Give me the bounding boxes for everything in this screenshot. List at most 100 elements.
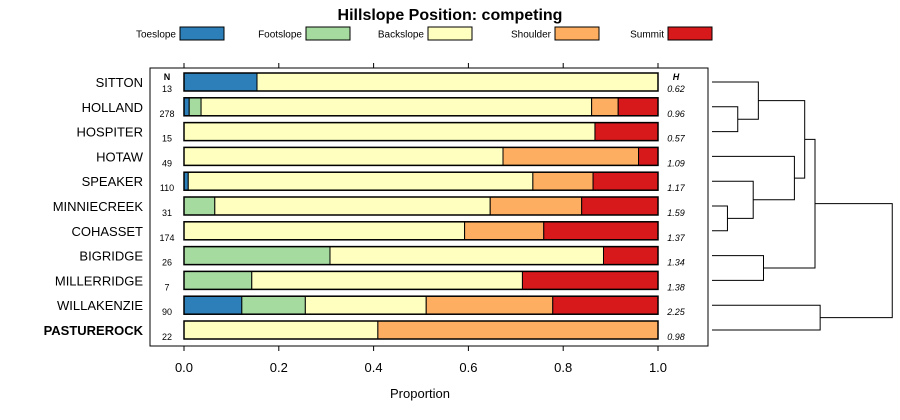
bar-segment-shoulder <box>591 97 619 117</box>
row-labels: SITTON 13 0.62 HOLLAND 278 0.96 HOSPITER 15 0.57… <box>44 75 686 342</box>
bar-segment-shoulder <box>464 221 545 241</box>
legend-label-summit: Summit <box>630 30 664 41</box>
bar-segment-summit <box>543 221 659 241</box>
bar-segment-summit <box>638 146 659 166</box>
bar-row-willakenzie <box>183 295 659 315</box>
bar-outline <box>183 221 659 241</box>
legend-swatch-summit <box>667 26 713 41</box>
bar-segment-footslope <box>183 196 216 216</box>
bar-segment-backslope <box>200 97 593 117</box>
dendrogram-branch <box>758 100 806 179</box>
h-value-hotaw: 1.09 <box>667 158 685 168</box>
bar-outline <box>183 171 659 191</box>
bar-row-minniecreek <box>183 196 659 216</box>
bar-segment-backslope <box>183 122 596 142</box>
legend-label-footslope: Footslope <box>258 30 302 41</box>
bar-segment-summit <box>581 196 659 216</box>
n-value-cohasset: 174 <box>159 233 174 243</box>
bar-segment-summit <box>592 171 659 191</box>
bar-segment-backslope <box>329 246 604 266</box>
x-tick-label: 0.4 <box>365 360 383 375</box>
row-label-willakenzie: WILLAKENZIE <box>57 298 143 313</box>
n-value-pasturerock: 22 <box>162 332 172 342</box>
x-tick-label: 0.8 <box>554 360 572 375</box>
bar-outline <box>183 121 659 142</box>
dendrogram-branch <box>712 255 764 281</box>
row-label-hotaw: HOTAW <box>96 149 144 164</box>
dendrogram <box>712 81 893 331</box>
bar-segment-shoulder <box>489 196 583 216</box>
bar-outline <box>183 196 659 216</box>
bar-segment-summit <box>602 246 659 266</box>
bar-segment-backslope <box>214 196 491 216</box>
n-value-willakenzie: 90 <box>162 307 172 317</box>
row-label-minniecreek: MINNIECREEK <box>53 199 144 214</box>
row-label-hospiter: HOSPITER <box>77 125 143 140</box>
bar-segment-shoulder <box>377 320 659 340</box>
bar-segment-footslope <box>183 270 253 290</box>
row-label-pasturerock: PASTUREROCK <box>44 323 144 338</box>
row-label-sitton: SITTON <box>96 75 143 90</box>
h-value-pasturerock: 0.98 <box>667 332 685 342</box>
legend-swatch-backslope <box>427 26 473 41</box>
dendrogram-branch <box>712 81 759 120</box>
bar-segment-backslope <box>183 221 466 241</box>
bar-outline <box>183 270 659 291</box>
h-value-holland: 0.96 <box>667 109 685 119</box>
bar-segment-backslope <box>183 320 379 340</box>
n-value-minniecreek: 31 <box>162 208 172 218</box>
h-value-cohasset: 1.37 <box>667 233 686 243</box>
plot-panel: 0.0 0.2 0.4 0.6 0.8 1.0 N H <box>149 63 709 375</box>
dendrogram-branch <box>712 106 739 133</box>
h-value-minniecreek: 1.59 <box>667 208 685 218</box>
x-axis-label: Proportion <box>390 386 450 401</box>
bar-segment-backslope <box>304 295 427 315</box>
dendrogram-branch <box>815 203 893 319</box>
bar-segment-footslope <box>241 295 306 315</box>
x-tick-label: 0.0 <box>175 360 193 375</box>
bar-row-bigridge <box>183 245 659 266</box>
bar-row-speaker <box>183 171 659 191</box>
n-value-speaker: 110 <box>160 183 174 193</box>
x-tick-label: 0.6 <box>459 360 477 375</box>
bar-segment-footslope <box>188 97 202 117</box>
bar-row-hospiter <box>183 121 659 142</box>
bar-row-hotaw <box>183 146 659 167</box>
bar-segment-toeslope <box>183 97 190 117</box>
bar-segment-summit <box>617 97 659 117</box>
bar-row-holland <box>183 97 659 117</box>
x-tick-label: 1.0 <box>649 360 667 375</box>
row-label-holland: HOLLAND <box>82 100 143 115</box>
row-label-bigridge: BIGRIDGE <box>79 249 143 264</box>
h-value-millerridge: 1.38 <box>667 282 685 292</box>
bar-outline <box>183 72 659 92</box>
legend-label-toeslope: Toeslope <box>136 30 176 41</box>
bar-segment-backslope <box>256 72 659 92</box>
panel-border <box>149 67 709 347</box>
bar-segment-shoulder <box>532 171 594 191</box>
legend-label-shoulder: Shoulder <box>511 30 552 41</box>
bar-row-sitton <box>183 72 659 92</box>
dendrogram-branch <box>712 205 728 232</box>
bar-row-pasturerock <box>183 320 659 340</box>
h-value-sitton: 0.62 <box>667 84 685 94</box>
bar-segment-backslope <box>183 146 504 166</box>
legend-label-backslope: Backslope <box>378 30 425 41</box>
h-value-speaker: 1.17 <box>667 183 686 193</box>
n-value-hotaw: 49 <box>162 158 172 168</box>
bar-row-cohasset <box>183 221 659 241</box>
bar-outline <box>183 146 659 167</box>
bar-segment-backslope <box>187 171 534 191</box>
row-label-cohasset: COHASSET <box>71 224 143 239</box>
n-value-sitton: 13 <box>162 84 172 94</box>
bar-segment-toeslope <box>183 72 258 92</box>
n-value-millerridge: 7 <box>164 282 169 292</box>
chart-title: Hillslope Position: competing <box>338 7 563 24</box>
dendrogram-branch <box>712 180 754 219</box>
n-column-header: N <box>164 72 171 82</box>
bar-segment-footslope <box>183 246 331 266</box>
n-value-holland: 278 <box>159 109 174 119</box>
bar-segment-summit <box>594 122 659 142</box>
row-label-millerridge: MILLERRIDGE <box>55 273 143 288</box>
